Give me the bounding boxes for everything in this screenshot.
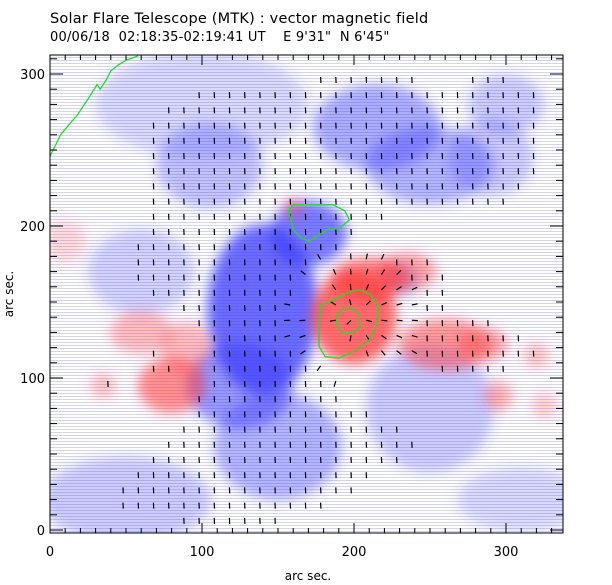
field-vector: [365, 350, 369, 357]
field-vector: [365, 284, 370, 291]
y-tick-label: 100: [20, 372, 45, 387]
plot-frame: [49, 54, 564, 534]
negative-polarity-region: [50, 457, 212, 533]
positive-polarity-region: [377, 252, 437, 291]
negative-polarity-region: [214, 393, 342, 500]
field-vector: [365, 268, 369, 275]
field-vector: [349, 268, 352, 275]
field-vector: [332, 268, 337, 275]
field-vector: [284, 334, 291, 338]
negative-polarity-region: [448, 119, 534, 196]
negative-contour: [287, 204, 351, 242]
positive-inner-contour: [335, 307, 361, 335]
field-vector: [349, 335, 352, 342]
field-vector: [329, 319, 336, 322]
field-vector: [365, 300, 371, 306]
field-vector: [380, 253, 385, 260]
positive-polarity-region: [109, 311, 174, 354]
axes: 0 100 200 300 0 100 200 300: [20, 55, 563, 560]
positive-polarity-region: [457, 327, 509, 362]
field-vector: [366, 319, 373, 323]
negative-polarity-region: [88, 229, 195, 315]
field-vector: [333, 380, 337, 387]
positive-polarity-region: [90, 372, 116, 399]
x-tick-label: 100: [190, 545, 215, 560]
negative-polarity-region: [366, 344, 494, 473]
y-tick-label: 0: [37, 524, 45, 539]
field-vector: [299, 334, 306, 339]
field-vector: [348, 299, 352, 306]
limb-contour: [50, 55, 139, 157]
field-vector: [284, 303, 291, 306]
positive-polarity-layer: [50, 197, 557, 419]
positive-polarity-region: [523, 342, 550, 368]
field-vector: [317, 253, 322, 260]
positive-polarity-region: [483, 381, 514, 412]
field-vector: [346, 319, 352, 325]
positive-polarity-region: [50, 219, 87, 263]
field-vector: [396, 302, 403, 306]
field-vector: [396, 334, 403, 339]
chart-subtitle: 00/06/18 02:18:35-02:19:41 UT E 9'31" N …: [50, 30, 390, 45]
negative-polarity-region: [467, 74, 545, 135]
negative-polarity-region: [457, 467, 563, 532]
field-vector: [396, 269, 402, 276]
x-axis-label: arc sec.: [285, 569, 331, 583]
y-tick-label: 300: [20, 68, 45, 83]
field-vector: [411, 334, 418, 338]
observation-date: 00/06/18: [50, 30, 110, 45]
y-tick-label: 200: [20, 220, 45, 235]
field-vector: [365, 253, 368, 260]
vector-field-layer: [107, 76, 535, 524]
y-axis-label: arc sec.: [2, 271, 16, 317]
field-vector: [396, 350, 402, 355]
field-image: [50, 55, 563, 533]
field-vector: [381, 334, 387, 340]
field-vector: [331, 284, 337, 291]
field-vector: [300, 270, 306, 276]
field-vector: [396, 319, 403, 322]
x-tick-label: 0: [46, 545, 54, 560]
field-vector: [300, 350, 306, 355]
x-tick-label: 200: [342, 545, 367, 560]
field-vector: [396, 286, 402, 291]
field-vector: [330, 301, 337, 306]
contour-layer: [50, 55, 379, 359]
field-vector: [380, 269, 386, 275]
positive-outer-contour: [318, 289, 379, 359]
field-vector: [380, 350, 386, 356]
field-vector: [411, 350, 418, 355]
positive-polarity-region: [161, 322, 213, 374]
positive-polarity-region: [282, 197, 304, 219]
field-vector: [381, 302, 388, 306]
field-vector: [411, 303, 418, 306]
field-vector: [380, 285, 387, 291]
position-ns: N 6'45": [339, 30, 390, 45]
field-vector: [381, 319, 388, 322]
negative-polarity-region: [95, 55, 309, 158]
field-vector: [316, 365, 322, 372]
positive-polarity-region: [531, 392, 557, 419]
x-tick-label: 300: [494, 545, 519, 560]
field-vector: [349, 283, 352, 290]
negative-polarity-region: [270, 201, 347, 266]
field-vector: [411, 286, 418, 291]
observation-time-range: 02:18:35-02:19:41 UT: [118, 30, 266, 45]
position-ew: E 9'31": [283, 30, 332, 45]
chart-title: Solar Flare Telescope (MTK) : vector mag…: [50, 11, 429, 27]
